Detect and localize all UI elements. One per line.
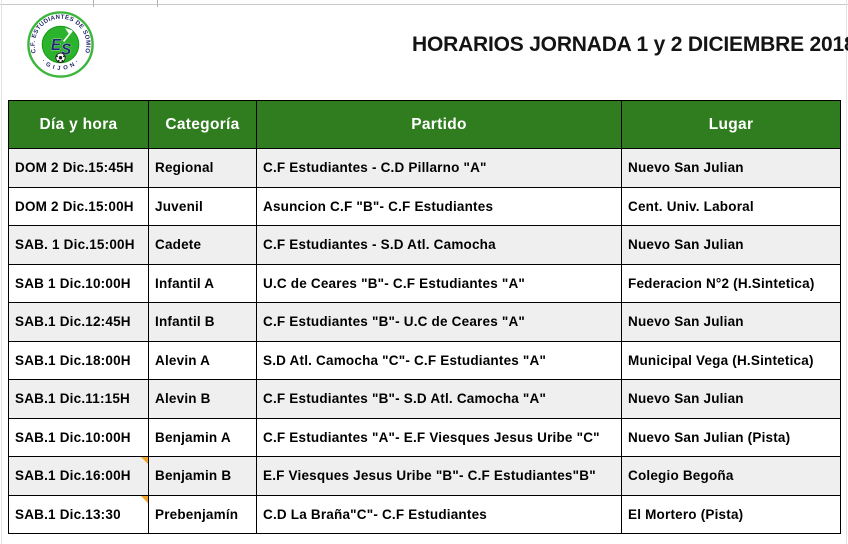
cell-lugar[interactable]: El Mortero (Pista) xyxy=(621,494,841,534)
table-row: SAB. 1 Dic.15:00H Cadete C.F Estudiantes… xyxy=(8,225,841,265)
club-crest-icon: C.F. ESTUDIANTES DE SOMIO · G I J O N · … xyxy=(27,11,94,78)
cell-categoria[interactable]: Cadete xyxy=(148,225,257,265)
cell-categoria[interactable]: Benjamin B xyxy=(148,456,257,496)
cell-partido[interactable]: S.D Atl. Camocha "C"- C.F Estudiantes "A… xyxy=(256,340,622,380)
gridline-tick xyxy=(93,0,94,7)
comment-flag-icon xyxy=(140,495,148,503)
cell-dia[interactable]: SAB.1 Dic.13:30 xyxy=(8,494,149,534)
gridline-left xyxy=(1,0,2,544)
cell-lugar[interactable]: Municipal Vega (H.Sintetica) xyxy=(621,340,841,380)
cell-lugar[interactable]: Nuevo San Julian xyxy=(621,148,841,188)
cell-categoria[interactable]: Alevin A xyxy=(148,340,257,380)
table-row: DOM 2 Dic.15:45H Regional C.F Estudiante… xyxy=(8,148,841,188)
cell-lugar[interactable]: Federacion N°2 (H.Sintetica) xyxy=(621,263,841,303)
cell-partido[interactable]: C.F Estudiantes - S.D Atl. Camocha xyxy=(256,225,622,265)
cell-partido[interactable]: Asuncion C.F "B"- C.F Estudiantes xyxy=(256,186,622,226)
cell-partido[interactable]: C.F Estudiantes "A"- E.F Viesques Jesus … xyxy=(256,417,622,457)
cell-categoria[interactable]: Benjamin A xyxy=(148,417,257,457)
table-row: SAB 1 Dic.10:00H Infantil A U.C de Ceare… xyxy=(8,263,841,303)
cell-partido[interactable]: C.F Estudiantes "B"- U.C de Ceares "A" xyxy=(256,302,622,342)
col-header-partido[interactable]: Partido xyxy=(256,100,622,149)
gridline-right xyxy=(846,0,847,544)
cell-dia[interactable]: SAB.1 Dic.12:45H xyxy=(8,302,149,342)
logo-monogram-e: E xyxy=(51,37,62,54)
cell-partido[interactable]: E.F Viesques Jesus Uribe "B"- C.F Estudi… xyxy=(256,456,622,496)
table-row: SAB.1 Dic.18:00H Alevin A S.D Atl. Camoc… xyxy=(8,340,841,380)
cell-partido[interactable]: C.F Estudiantes - C.D Pillarno "A" xyxy=(256,148,622,188)
cell-dia[interactable]: SAB.1 Dic.18:00H xyxy=(8,340,149,380)
table-row: SAB.1 Dic.11:15H Alevin B C.F Estudiante… xyxy=(8,379,841,419)
table-row: SAB.1 Dic.13:30 Prebenjamín C.D La Braña… xyxy=(8,494,841,534)
club-logo: C.F. ESTUDIANTES DE SOMIO · G I J O N · … xyxy=(27,11,94,78)
cell-lugar[interactable]: Nuevo San Julian xyxy=(621,302,841,342)
cell-categoria[interactable]: Regional xyxy=(148,148,257,188)
comment-flag-icon xyxy=(140,457,148,464)
cell-partido[interactable]: C.F Estudiantes "B"- S.D Atl. Camocha "A… xyxy=(256,379,622,419)
cell-dia[interactable]: DOM 2 Dic.15:00H xyxy=(8,186,149,226)
gridline-top xyxy=(0,4,848,5)
cell-lugar[interactable]: Cent. Univ. Laboral xyxy=(621,186,841,226)
logo-monogram-s: S xyxy=(61,42,71,59)
cell-dia[interactable]: DOM 2 Dic.15:45H xyxy=(8,148,149,188)
cell-lugar[interactable]: Colegio Begoña xyxy=(621,456,841,496)
col-header-dia-y-hora[interactable]: Día y hora xyxy=(8,100,149,149)
table-row: SAB.1 Dic.16:00H Benjamin B E.F Viesques… xyxy=(8,456,841,496)
cell-categoria[interactable]: Juvenil xyxy=(148,186,257,226)
cell-dia[interactable]: SAB.1 Dic.10:00H xyxy=(8,417,149,457)
cell-categoria[interactable]: Infantil B xyxy=(148,302,257,342)
schedule-table: Día y hora Categoría Partido Lugar DOM 2… xyxy=(8,100,841,534)
gridline-tick xyxy=(157,0,158,7)
cell-categoria[interactable]: Infantil A xyxy=(148,263,257,303)
cell-partido[interactable]: U.C de Ceares "B"- C.F Estudiantes "A" xyxy=(256,263,622,303)
cell-dia[interactable]: SAB 1 Dic.10:00H xyxy=(8,263,149,303)
page-title: HORARIOS JORNADA 1 y 2 DICIEMBRE 2018 xyxy=(412,33,848,56)
cell-lugar[interactable]: Nuevo San Julian (Pista) xyxy=(621,417,841,457)
col-header-categoria[interactable]: Categoría xyxy=(148,100,257,149)
cell-categoria[interactable]: Prebenjamín xyxy=(148,494,257,534)
table-row: SAB.1 Dic.12:45H Infantil B C.F Estudian… xyxy=(8,302,841,342)
col-header-lugar[interactable]: Lugar xyxy=(621,100,841,149)
cell-partido[interactable]: C.D La Braña"C"- C.F Estudiantes xyxy=(256,494,622,534)
cell-dia[interactable]: SAB.1 Dic.16:00H xyxy=(8,456,149,496)
cell-categoria[interactable]: Alevin B xyxy=(148,379,257,419)
table-row: DOM 2 Dic.15:00H Juvenil Asuncion C.F "B… xyxy=(8,186,841,226)
cell-lugar[interactable]: Nuevo San Julian xyxy=(621,379,841,419)
table-row: SAB.1 Dic.10:00H Benjamin A C.F Estudian… xyxy=(8,417,841,457)
cell-dia[interactable]: SAB. 1 Dic.15:00H xyxy=(8,225,149,265)
table-header-row: Día y hora Categoría Partido Lugar xyxy=(8,100,841,149)
cell-dia[interactable]: SAB.1 Dic.11:15H xyxy=(8,379,149,419)
cell-lugar[interactable]: Nuevo San Julian xyxy=(621,225,841,265)
